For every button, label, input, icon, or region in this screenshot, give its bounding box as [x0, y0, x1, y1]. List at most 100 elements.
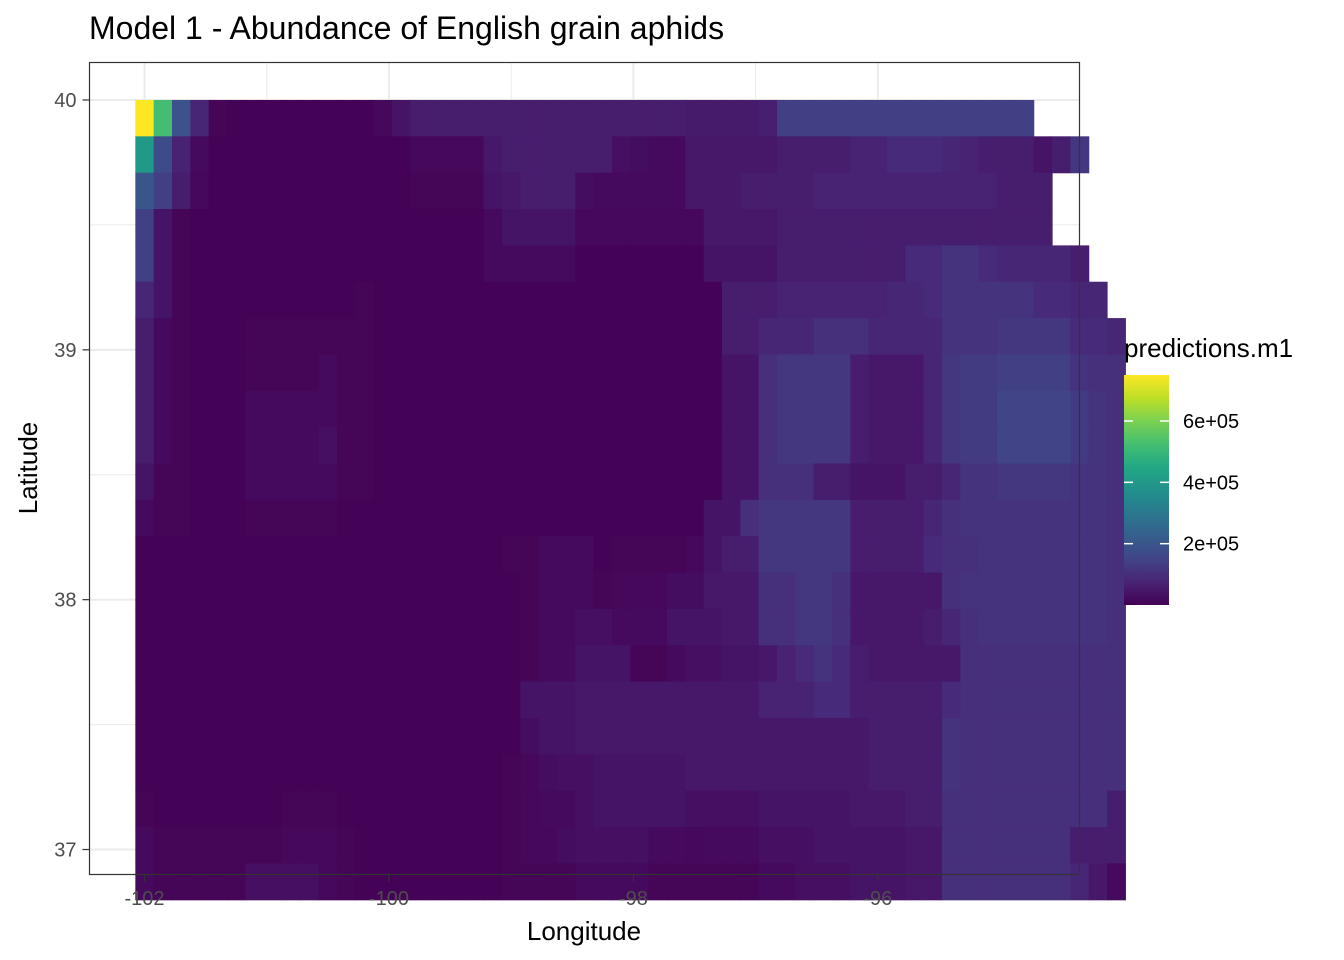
heatmap-cell: [172, 572, 191, 610]
heatmap-cell: [648, 863, 668, 901]
heatmap-cell: [153, 754, 173, 792]
heatmap-cell: [557, 790, 576, 828]
heatmap-cell: [520, 245, 540, 283]
heatmap-cell: [887, 681, 906, 719]
heatmap-cell: [850, 790, 870, 828]
heatmap-cell: [1015, 318, 1035, 356]
heatmap-cell: [447, 281, 466, 319]
heatmap-cell: [355, 717, 375, 755]
heatmap-cell: [997, 863, 1016, 901]
heatmap-cell: [300, 608, 320, 646]
heatmap-cell: [483, 281, 503, 319]
heatmap-cell: [318, 318, 338, 356]
heatmap-cell: [227, 390, 246, 428]
heatmap-cell: [722, 463, 741, 501]
heatmap-cell: [685, 790, 705, 828]
heatmap-cell: [208, 427, 228, 465]
heatmap-cell: [978, 427, 998, 465]
heatmap-cell: [740, 209, 760, 246]
heatmap-cell: [758, 645, 778, 683]
heatmap-cell: [1033, 427, 1053, 465]
heatmap-cell: [502, 608, 521, 646]
heatmap-cell: [868, 427, 888, 465]
heatmap-cell: [648, 390, 668, 428]
heatmap-cell: [740, 863, 760, 901]
x-tick-label: -96: [863, 888, 892, 910]
heatmap-cell: [135, 790, 155, 828]
heatmap-cell: [997, 608, 1016, 646]
heatmap-cell: [465, 863, 485, 901]
heatmap-cell: [758, 281, 778, 319]
heatmap-cell: [1015, 172, 1035, 210]
heatmap-cell: [942, 209, 961, 246]
heatmap-cell: [960, 245, 980, 283]
heatmap-cell: [758, 790, 778, 828]
heatmap-cell: [520, 463, 540, 501]
heatmap-cell: [887, 645, 906, 683]
heatmap-cell: [648, 536, 668, 574]
heatmap-cell: [593, 790, 613, 828]
heatmap-cell: [1015, 136, 1035, 174]
heatmap-cell: [373, 790, 393, 828]
heatmap-cell: [190, 318, 210, 356]
heatmap-cell: [355, 863, 375, 901]
heatmap-cell: [300, 681, 320, 719]
heatmap-cell: [263, 717, 283, 755]
y-tick-label: 38: [54, 590, 76, 612]
heatmap-cell: [923, 499, 943, 537]
heatmap-cell: [172, 463, 191, 501]
heatmap-cell: [520, 99, 540, 137]
heatmap-cell: [997, 354, 1016, 392]
x-axis-title: Longitude: [527, 916, 641, 946]
heatmap-cell: [758, 136, 778, 174]
heatmap-cell: [245, 209, 265, 246]
heatmap-cell: [355, 608, 375, 646]
x-tick-label: -98: [619, 888, 648, 910]
heatmap-cell: [777, 245, 796, 283]
heatmap-cell: [813, 245, 833, 283]
heatmap-cell: [960, 463, 980, 501]
heatmap-cell: [355, 681, 375, 719]
heatmap-cell: [337, 608, 356, 646]
heatmap-cell: [777, 209, 796, 246]
heatmap-cell: [703, 536, 723, 574]
heatmap-cell: [337, 354, 356, 392]
heatmap-cell: [392, 754, 411, 792]
heatmap-cell: [190, 99, 210, 137]
heatmap-cell: [263, 754, 283, 792]
heatmap-cell: [997, 463, 1016, 501]
heatmap-cell: [758, 863, 778, 901]
heatmap-cell: [245, 499, 265, 537]
heatmap-cell: [648, 572, 668, 610]
heatmap-cell: [447, 863, 466, 901]
heatmap-cell: [428, 681, 448, 719]
heatmap-cell: [905, 499, 925, 537]
heatmap-cell: [410, 390, 430, 428]
heatmap-cell: [355, 209, 375, 246]
heatmap-cell: [465, 427, 485, 465]
heatmap-cell: [245, 463, 265, 501]
heatmap-cell: [1107, 427, 1126, 465]
heatmap-cell: [685, 608, 705, 646]
heatmap-cell: [208, 717, 228, 755]
heatmap-cell: [978, 390, 998, 428]
heatmap-cell: [868, 354, 888, 392]
heatmap-cell: [373, 608, 393, 646]
heatmap-cell: [502, 390, 521, 428]
heatmap-cell: [795, 427, 815, 465]
heatmap-cell: [1052, 790, 1071, 828]
heatmap-cell: [520, 172, 540, 210]
heatmap-cell: [355, 318, 375, 356]
heatmap-cell: [263, 245, 283, 283]
heatmap-cell: [942, 99, 961, 137]
heatmap-cell: [373, 754, 393, 792]
heatmap-cell: [318, 536, 338, 574]
heatmap-cell: [942, 536, 961, 574]
heatmap-cell: [318, 245, 338, 283]
heatmap-cell: [153, 209, 173, 246]
heatmap-cell: [667, 209, 686, 246]
heatmap-cell: [208, 318, 228, 356]
heatmap-cell: [245, 754, 265, 792]
heatmap-cell: [1088, 390, 1108, 428]
heatmap-cell: [667, 536, 686, 574]
